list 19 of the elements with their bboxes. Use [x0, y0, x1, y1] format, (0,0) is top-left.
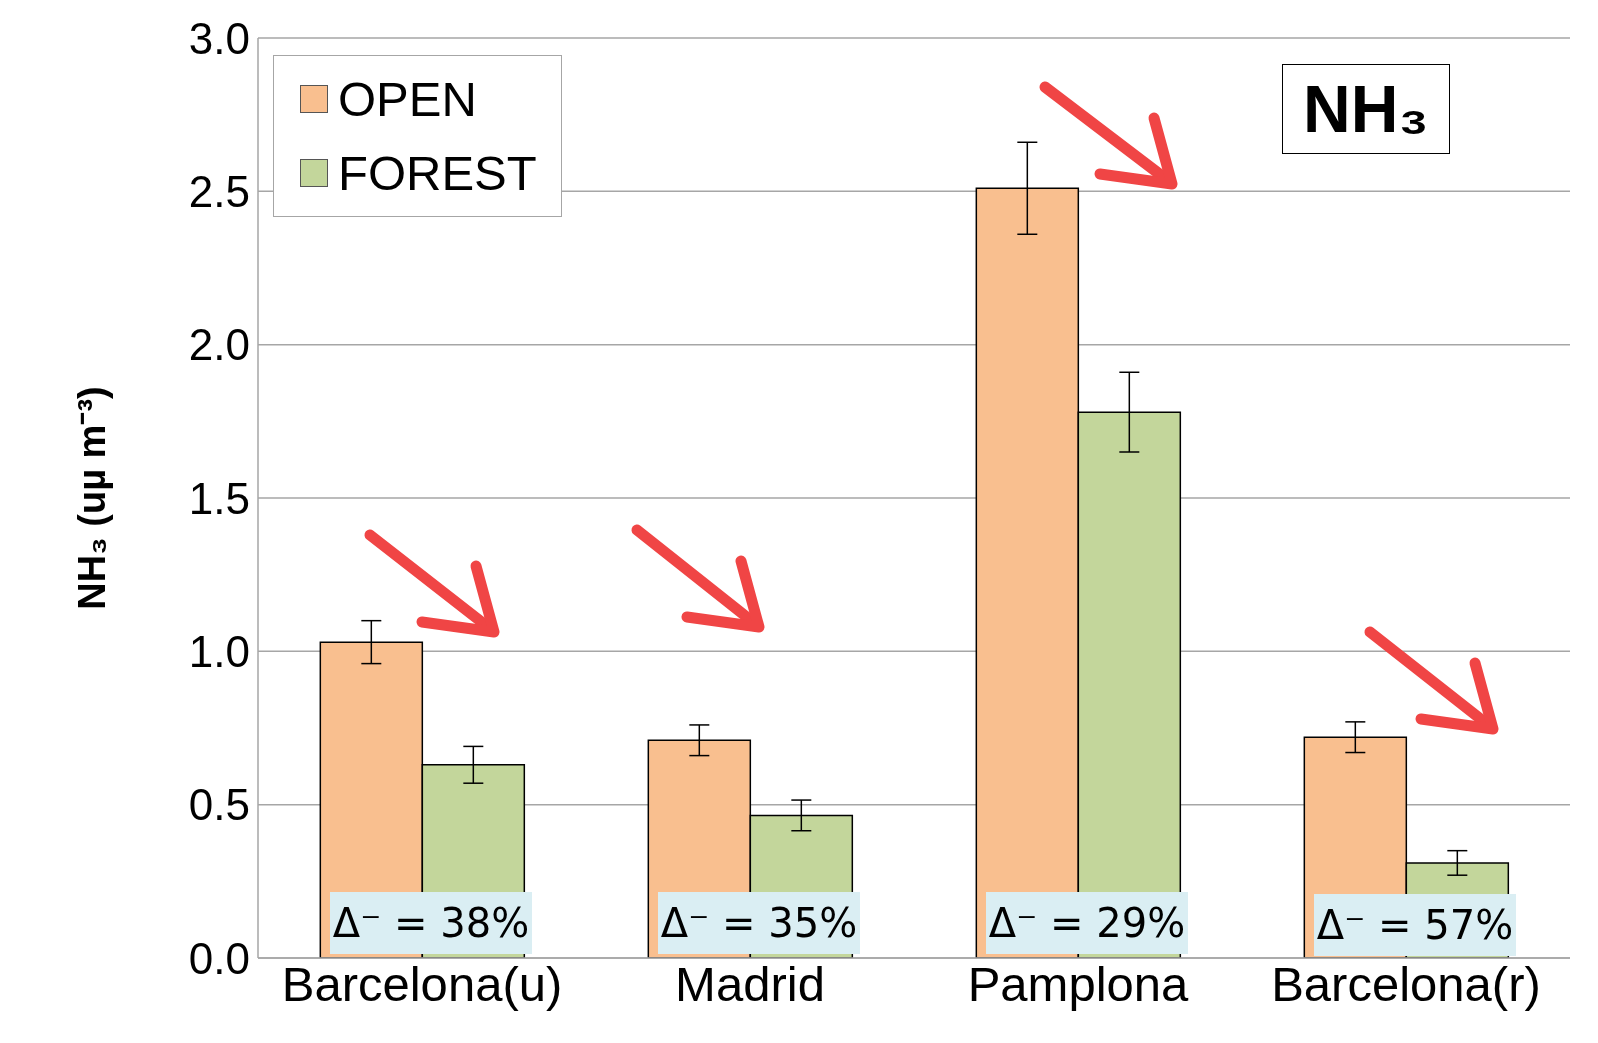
y-tick-label: 1.0	[188, 626, 250, 676]
x-tick-label: Barcelona(r)	[1271, 956, 1541, 1011]
annotation: Δ⁻ = 38%	[330, 892, 532, 954]
y-axis-title: NH₃ (uµ m⁻³)	[70, 386, 114, 610]
legend-label: OPEN	[338, 71, 477, 127]
annotation: Δ⁻ = 57%	[1314, 894, 1516, 956]
x-tick-label: Pamplona	[967, 956, 1190, 1011]
y-tick-label: 1.5	[188, 473, 250, 523]
y-tick-label: 3.0	[188, 13, 250, 63]
x-tick-label: Barcelona(u)	[281, 956, 563, 1011]
y-tick-label: 2.5	[188, 166, 250, 216]
y-tick-label: 0.5	[188, 780, 250, 830]
text: NH₃	[1282, 64, 1450, 154]
y-tick-label: 0.0	[188, 933, 250, 983]
annotation: Δ⁻ = 29%	[986, 892, 1188, 954]
annotation: Δ⁻ = 35%	[658, 892, 860, 954]
legend-label: FOREST	[338, 145, 537, 201]
y-tick-label: 2.0	[188, 320, 250, 370]
x-tick-label: Madrid	[675, 956, 825, 1011]
